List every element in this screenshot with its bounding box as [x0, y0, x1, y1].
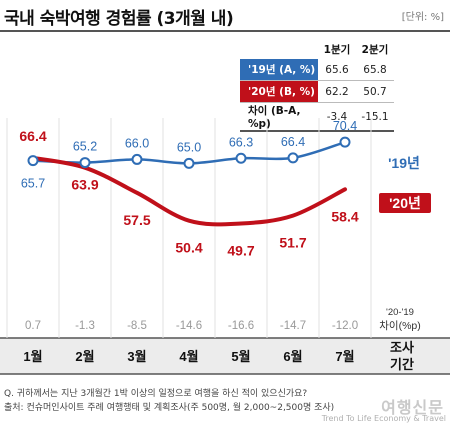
data-label-2020: 49.7 — [227, 242, 254, 258]
title-divider — [0, 30, 450, 32]
x-tick-label: 2월 — [75, 349, 94, 364]
data-label-2020: 58.4 — [331, 208, 358, 224]
data-label-2019: 65.2 — [73, 140, 97, 154]
point-2019 — [287, 152, 299, 164]
data-label-2020: 66.4 — [19, 128, 46, 144]
difference-value: -16.6 — [228, 320, 254, 332]
publisher-watermark: 여행신문 — [381, 398, 444, 417]
difference-value: -14.6 — [176, 320, 202, 332]
data-label-2019: 65.7 — [21, 177, 45, 191]
summary-cell: 65.6 — [318, 59, 356, 81]
data-label-2019: 66.3 — [229, 135, 253, 149]
x-tick-label: 1월 — [23, 349, 42, 364]
source-note: 출처: 컨슈머인사이트 주례 여행행태 및 계획조사(주 500명, 월 2,0… — [4, 403, 335, 413]
summary-row-diff: 차이 (B-A, %p) -3.4 -15.1 — [240, 102, 394, 132]
x-tick-label: 3월 — [127, 349, 146, 364]
difference-caption-line1: '20-'19 — [386, 307, 414, 318]
summary-header-row: 1분기 2분기 — [240, 40, 394, 59]
point-2019 — [183, 157, 195, 169]
point-2019 — [235, 152, 247, 164]
summary-label-2019: '19년 (A, %) — [240, 59, 318, 81]
data-label-2020: 50.4 — [175, 240, 202, 256]
point-2019 — [131, 153, 143, 165]
difference-value: -12.0 — [332, 320, 358, 332]
data-label-2020: 57.5 — [123, 212, 150, 228]
difference-value: -1.3 — [75, 320, 95, 332]
summary-cell: 62.2 — [318, 80, 356, 103]
summary-col-q1: 1분기 — [323, 44, 351, 56]
x-tick-label: 5월 — [231, 349, 250, 364]
x-tick-label: 4월 — [179, 349, 198, 364]
summary-row-2020: '20년 (B, %) 62.2 50.7 — [240, 80, 394, 103]
summary-col-q2: 2분기 — [361, 44, 389, 56]
legend-badge-2020-bg — [379, 193, 431, 213]
period-label-line1: 조사 — [390, 340, 414, 355]
unit-label: [단위: %] — [401, 12, 444, 23]
summary-cell: -3.4 — [318, 102, 356, 132]
legend-badge-2020: '20년 — [389, 195, 421, 211]
summary-cell: 65.8 — [356, 59, 394, 81]
summary-label-diff: 차이 (B-A, %p) — [240, 102, 318, 132]
summary-cell: -15.1 — [356, 102, 394, 132]
difference-value: -8.5 — [127, 320, 147, 332]
difference-value: 0.7 — [25, 320, 41, 332]
summary-cell: 50.7 — [356, 80, 394, 103]
legend-badge-2019: '19년 — [388, 155, 420, 171]
period-label-line2: 기간 — [390, 357, 414, 372]
quarter-summary-table: 1분기 2분기 '19년 (A, %) 65.6 65.8 '20년 (B, %… — [240, 40, 394, 132]
data-label-2019: 66.4 — [281, 135, 305, 149]
difference-value: -14.7 — [280, 320, 306, 332]
survey-question: Q. 귀하께서는 지난 3개월간 1박 이상의 일정으로 여행을 하신 적이 있… — [4, 389, 308, 399]
difference-caption-line2: 차이(%p) — [379, 320, 421, 332]
summary-row-2019: '19년 (A, %) 65.6 65.8 — [240, 59, 394, 81]
point-2019 — [27, 155, 39, 167]
point-2019 — [79, 157, 91, 169]
point-2019 — [339, 136, 351, 148]
data-label-2019: 66.0 — [125, 136, 149, 150]
data-label-2020: 63.9 — [71, 177, 98, 193]
data-label-2019: 65.0 — [177, 140, 201, 154]
x-tick-label: 6월 — [283, 349, 302, 364]
summary-label-2020: '20년 (B, %) — [240, 80, 318, 103]
data-label-2020: 51.7 — [279, 235, 306, 251]
publisher-watermark-sub: Trend To Life Economy & Travel — [321, 414, 446, 423]
x-tick-label: 7월 — [335, 349, 354, 364]
month-band — [0, 338, 450, 374]
data-label-2019: 70.4 — [333, 119, 357, 133]
page-title: 국내 숙박여행 경험률 (3개월 내) — [4, 9, 234, 29]
